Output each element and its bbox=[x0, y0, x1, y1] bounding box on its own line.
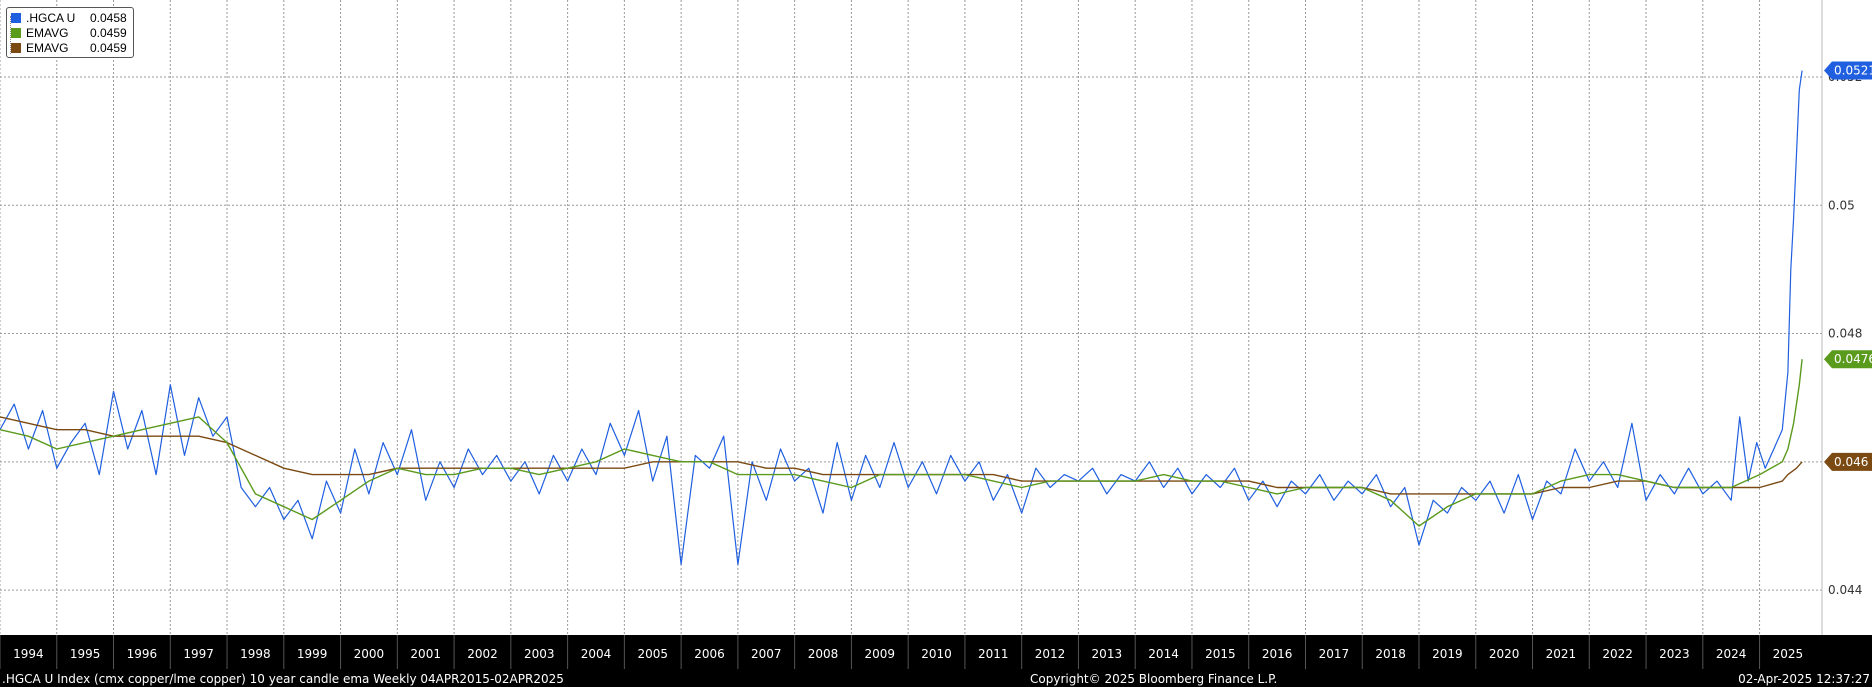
x-tick-label: 2019 bbox=[1432, 647, 1463, 661]
x-tick-label: 1998 bbox=[240, 647, 271, 661]
x-tick-label: 1999 bbox=[297, 647, 328, 661]
footer-band bbox=[0, 669, 1872, 687]
end-label-text: 0.0476 bbox=[1834, 352, 1872, 366]
x-tick-label: 2016 bbox=[1262, 647, 1293, 661]
x-tick-label: 2015 bbox=[1205, 647, 1236, 661]
x-tick-label: 2007 bbox=[751, 647, 782, 661]
legend-entry[interactable]: EMAVG 0.0459 bbox=[11, 25, 127, 40]
footer-timestamp: 02-Apr-2025 12:37:27 bbox=[1738, 672, 1870, 686]
x-tick-label: 2012 bbox=[1035, 647, 1066, 661]
x-tick-label: 2000 bbox=[354, 647, 385, 661]
x-tick-label: 2005 bbox=[637, 647, 668, 661]
x-tick-label: 1995 bbox=[70, 647, 101, 661]
y-tick-label: 0.044 bbox=[1828, 583, 1862, 597]
x-tick-label: 2020 bbox=[1489, 647, 1520, 661]
x-tick-label: 2023 bbox=[1659, 647, 1690, 661]
x-tick-label: 2017 bbox=[1319, 647, 1350, 661]
legend-series-name: .HGCA U bbox=[26, 10, 76, 25]
legend-entry[interactable]: .HGCA U 0.0458 bbox=[11, 10, 127, 25]
x-tick-label: 1996 bbox=[127, 647, 158, 661]
x-tick-label: 2018 bbox=[1375, 647, 1406, 661]
x-tick-label: 2008 bbox=[808, 647, 839, 661]
legend-series-name: EMAVG bbox=[26, 40, 69, 55]
end-label-badge bbox=[1824, 61, 1872, 80]
legend-entry[interactable]: EMAVG 0.0459 bbox=[11, 40, 127, 55]
x-tick-label: 2011 bbox=[978, 647, 1009, 661]
end-label-badge bbox=[1824, 350, 1872, 369]
x-axis-band bbox=[0, 635, 1872, 669]
legend-swatch bbox=[11, 12, 21, 23]
x-tick-label: 2010 bbox=[921, 647, 952, 661]
legend-series-value: 0.0459 bbox=[90, 40, 127, 55]
legend-series-value: 0.0459 bbox=[90, 25, 127, 40]
x-tick-label: 2014 bbox=[1148, 647, 1179, 661]
x-tick-label: 2021 bbox=[1546, 647, 1577, 661]
x-axis: 1994 1995 1996 1997 1998 1999 2000 2001 2002 2003… bbox=[0, 635, 1803, 669]
end-label-text: 0.046 bbox=[1834, 455, 1868, 469]
series-group bbox=[0, 70, 1803, 565]
y-tick-label: 0.05 bbox=[1828, 198, 1855, 212]
x-tick-label: 2009 bbox=[865, 647, 896, 661]
legend-tree-line bbox=[10, 16, 15, 54]
end-label-badge bbox=[1824, 452, 1872, 471]
legend-series-name: EMAVG bbox=[26, 25, 69, 40]
footer-description: .HGCA U Index (cmx copper/lme copper) 10… bbox=[2, 672, 564, 686]
plot-background bbox=[0, 0, 1822, 635]
x-tick-label: 1997 bbox=[183, 647, 214, 661]
legend-series-value: 0.0458 bbox=[90, 10, 127, 25]
end-label-text: 0.0521 bbox=[1834, 64, 1872, 78]
x-tick-label: 2022 bbox=[1602, 647, 1633, 661]
series-line-emavg bbox=[0, 359, 1803, 527]
x-tick-label: 2002 bbox=[467, 647, 498, 661]
footer-copyright: Copyright© 2025 Bloomberg Finance L.P. bbox=[1030, 672, 1278, 686]
y-tick-label: 0.048 bbox=[1828, 327, 1862, 341]
end-labels: 0.0521 0.0476 0.046 bbox=[1824, 61, 1872, 471]
x-tick-label: 2013 bbox=[1092, 647, 1123, 661]
x-tick-label: 2006 bbox=[694, 647, 725, 661]
x-tick-label: 2025 bbox=[1773, 647, 1804, 661]
x-tick-label: 2024 bbox=[1716, 647, 1747, 661]
x-tick-label: 2004 bbox=[581, 647, 612, 661]
grid bbox=[0, 0, 1822, 635]
series-line-hgca bbox=[0, 70, 1803, 565]
legend-swatch bbox=[11, 42, 21, 53]
x-tick-label: 2001 bbox=[410, 647, 441, 661]
legend[interactable]: .HGCA U 0.0458 EMAVG 0.0459 EMAVG 0.0459 bbox=[6, 7, 134, 58]
x-tick-label: 1994 bbox=[13, 647, 44, 661]
x-tick-label: 2003 bbox=[524, 647, 555, 661]
legend-swatch bbox=[11, 27, 21, 38]
